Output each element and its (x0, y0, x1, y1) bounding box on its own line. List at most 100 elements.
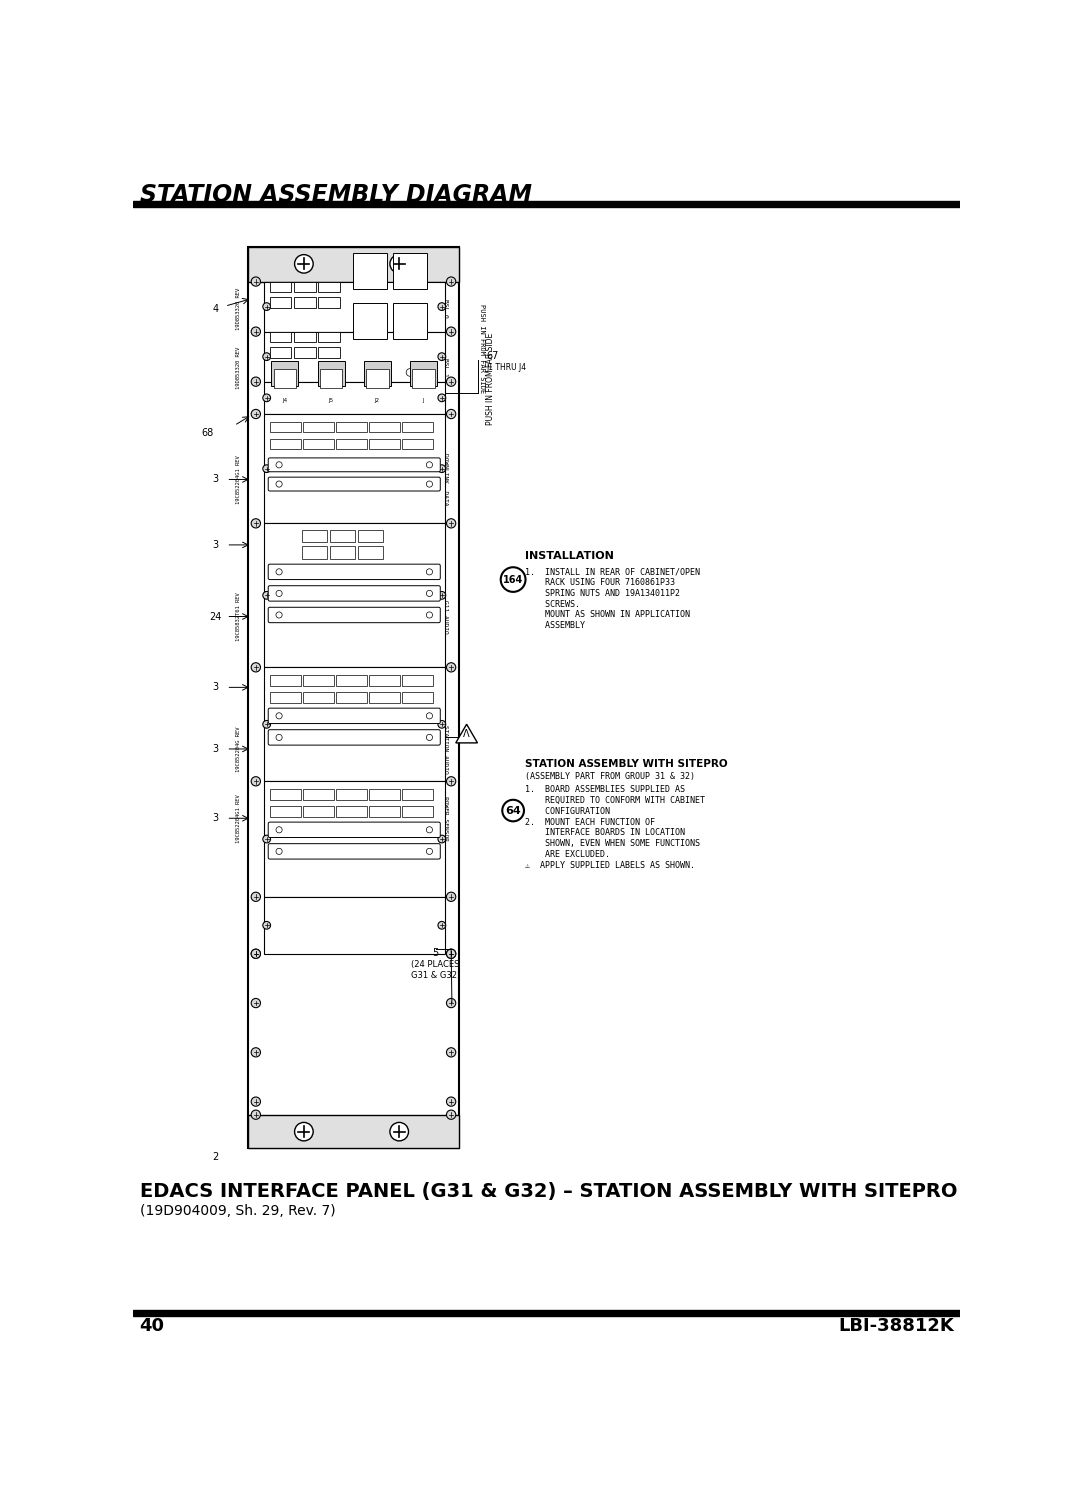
Circle shape (251, 327, 260, 336)
Text: 24: 24 (209, 612, 222, 621)
Text: RACK USING FOUR 7160861P33: RACK USING FOUR 7160861P33 (525, 578, 674, 587)
Circle shape (262, 352, 271, 360)
Text: (19D904009, Sh. 29, Rev. 7): (19D904009, Sh. 29, Rev. 7) (140, 1203, 335, 1218)
Text: STATION ASSEMBLY WITH SITEPRO: STATION ASSEMBLY WITH SITEPRO (525, 760, 728, 769)
Circle shape (251, 999, 260, 1008)
Text: 3: 3 (212, 682, 219, 693)
Circle shape (437, 591, 446, 599)
Text: G31 & G32): G31 & G32) (411, 970, 460, 979)
FancyBboxPatch shape (268, 608, 441, 623)
Circle shape (427, 590, 432, 597)
Circle shape (427, 612, 432, 618)
FancyBboxPatch shape (268, 564, 441, 579)
Bar (412, 369, 435, 388)
Circle shape (437, 352, 446, 360)
Text: J1 THRU J4: J1 THRU J4 (485, 363, 526, 372)
Bar (353, 303, 387, 339)
Circle shape (500, 567, 526, 591)
Circle shape (446, 999, 456, 1008)
Circle shape (427, 461, 432, 467)
Circle shape (427, 569, 432, 575)
Circle shape (446, 1097, 456, 1106)
Circle shape (427, 827, 432, 833)
Text: EDACS INTERFACE PANEL (G31 & G32) – STATION ASSEMBLY WITH SITEPRO: EDACS INTERFACE PANEL (G31 & G32) – STAT… (140, 1182, 957, 1202)
Bar (264, 524, 445, 667)
Bar (366, 369, 388, 388)
Bar (402, 691, 433, 703)
Bar (336, 675, 367, 685)
Circle shape (251, 663, 260, 672)
Bar (410, 361, 437, 385)
Circle shape (437, 303, 446, 311)
Circle shape (276, 461, 282, 467)
Circle shape (262, 921, 271, 929)
Text: J5: J5 (329, 397, 334, 403)
Bar (302, 546, 328, 558)
Polygon shape (456, 724, 477, 744)
Bar (402, 806, 433, 817)
Bar (293, 331, 316, 342)
Bar (364, 361, 391, 385)
Circle shape (427, 848, 432, 854)
Bar (402, 421, 433, 433)
Text: 1.  BOARD ASSEMBLIES SUPPLIED AS: 1. BOARD ASSEMBLIES SUPPLIED AS (525, 785, 685, 794)
Text: SPRING NUTS AND 19A134011P2: SPRING NUTS AND 19A134011P2 (525, 588, 680, 597)
Text: ASSEMBLY: ASSEMBLY (525, 621, 585, 630)
Bar (264, 414, 445, 524)
FancyBboxPatch shape (268, 708, 441, 724)
Circle shape (446, 1111, 456, 1120)
Circle shape (251, 1097, 260, 1106)
Bar (303, 788, 334, 800)
Text: 19D853320 REV: 19D853320 REV (236, 287, 241, 330)
Circle shape (262, 721, 271, 729)
Text: 2: 2 (212, 1153, 219, 1162)
Bar (393, 303, 427, 339)
Bar (303, 691, 334, 703)
Circle shape (437, 721, 446, 729)
Text: POWER SENSOR: POWER SENSOR (443, 796, 448, 841)
Circle shape (437, 835, 446, 844)
Bar (264, 282, 445, 331)
Text: BSL 0: BSL 0 (443, 299, 448, 318)
Text: 19C852204G REV: 19C852204G REV (236, 726, 241, 772)
Text: LBI-38812K: LBI-38812K (839, 1317, 954, 1335)
Bar (369, 675, 400, 685)
Circle shape (251, 409, 260, 418)
Circle shape (276, 735, 282, 741)
Text: ARE EXCLUDED.: ARE EXCLUDED. (525, 850, 609, 858)
Bar (369, 421, 400, 433)
Text: 19C852204G1 REV: 19C852204G1 REV (236, 455, 241, 503)
Bar (318, 297, 339, 308)
Circle shape (262, 464, 271, 472)
Circle shape (446, 378, 456, 387)
Text: ⚠  APPLY SUPPLIED LABELS AS SHOWN.: ⚠ APPLY SUPPLIED LABELS AS SHOWN. (525, 861, 695, 870)
Text: MOUNT AS SHOWN IN APPLICATION: MOUNT AS SHOWN IN APPLICATION (525, 611, 689, 620)
Bar (359, 530, 383, 542)
Text: 64: 64 (506, 806, 521, 815)
Circle shape (446, 776, 456, 785)
Bar (271, 361, 299, 385)
Text: (ASSEMBLY PART FROM GROUP 31 & 32): (ASSEMBLY PART FROM GROUP 31 & 32) (525, 772, 695, 781)
Bar (302, 530, 328, 542)
Text: SCREWS.: SCREWS. (525, 600, 579, 609)
Circle shape (262, 591, 271, 599)
Circle shape (262, 394, 271, 402)
Circle shape (251, 518, 260, 529)
Bar (270, 439, 301, 449)
Bar (402, 675, 433, 685)
Text: STATION ASSEMBLY DIAGRAM: STATION ASSEMBLY DIAGRAM (140, 182, 531, 206)
Text: 1.  INSTALL IN REAR OF CABINET/OPEN: 1. INSTALL IN REAR OF CABINET/OPEN (525, 567, 700, 576)
Circle shape (446, 663, 456, 672)
Circle shape (366, 318, 373, 327)
Circle shape (446, 1048, 456, 1057)
Bar (330, 530, 355, 542)
Text: 67: 67 (485, 351, 498, 361)
Text: 19C85832T61 REV: 19C85832T61 REV (236, 593, 241, 640)
Bar (270, 421, 301, 433)
Bar (369, 691, 400, 703)
Circle shape (294, 1123, 314, 1141)
Bar (293, 282, 316, 293)
Bar (336, 691, 367, 703)
Text: DOWNLINK  DATA: DOWNLINK DATA (443, 454, 448, 506)
FancyBboxPatch shape (268, 585, 441, 602)
